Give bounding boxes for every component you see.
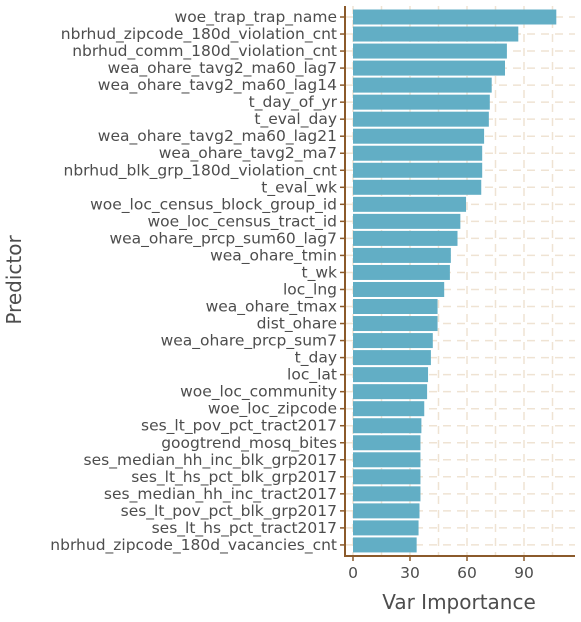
category-label: woe_loc_community — [180, 383, 337, 402]
category-label: nbrhud_blk_grp_180d_violation_cnt — [64, 161, 337, 180]
bar — [353, 77, 492, 93]
category-label: ses_lt_hs_pct_blk_grp2017 — [131, 468, 337, 487]
bar — [353, 503, 420, 519]
category-label: t_day_of_yr — [249, 93, 338, 112]
category-label: nbrhud_comm_180d_violation_cnt — [72, 42, 337, 61]
category-label: wea_ohare_prcp_sum60_lag7 — [109, 229, 337, 248]
category-label: woe_loc_census_block_group_id — [90, 195, 337, 214]
category-label: wea_ohare_tavg2_ma60_lag14 — [98, 76, 337, 95]
category-label: nbrhud_zipcode_180d_vacancies_cnt — [50, 536, 337, 555]
bar — [353, 469, 421, 485]
bar — [353, 333, 433, 349]
bar — [353, 230, 458, 246]
x-tick-labels: 0 30 60 90 — [348, 564, 534, 582]
x-tick-label: 0 — [348, 564, 358, 582]
category-label: wea_ohare_tavg2_ma60_lag7 — [108, 59, 337, 78]
x-tick-label: 60 — [457, 564, 477, 582]
bar — [353, 435, 421, 451]
category-label: wea_ohare_tmax — [206, 298, 337, 317]
bar — [353, 128, 485, 144]
bar — [353, 316, 438, 332]
bar — [353, 520, 419, 536]
category-label: loc_lat — [287, 366, 337, 385]
bar — [353, 264, 450, 280]
bar — [353, 94, 490, 110]
category-label: t_day — [295, 349, 337, 368]
bar — [353, 486, 421, 502]
bar — [353, 367, 429, 383]
category-label: ses_lt_pov_pct_tract2017 — [141, 417, 337, 436]
category-label: loc_lng — [283, 280, 337, 299]
bar — [353, 26, 519, 42]
bar — [353, 537, 417, 553]
bar — [353, 384, 428, 400]
category-label: woe_loc_census_tract_id — [147, 212, 337, 231]
bar — [353, 111, 489, 127]
category-label: t_eval_wk — [261, 178, 337, 197]
x-tick-label: 90 — [514, 564, 534, 582]
category-label: dist_ohare — [257, 315, 337, 334]
axes — [340, 6, 575, 561]
category-label: woe_loc_zipcode — [208, 400, 337, 419]
bar — [353, 281, 445, 297]
bar — [353, 350, 431, 366]
category-label: ses_median_hh_inc_tract2017 — [104, 485, 337, 504]
bar — [353, 179, 482, 195]
category-label: woe_trap_trap_name — [175, 8, 337, 27]
category-label: t_eval_day — [254, 110, 337, 129]
bar — [353, 213, 461, 229]
category-label: ses_lt_pov_pct_blk_grp2017 — [121, 502, 337, 521]
bar — [353, 145, 483, 161]
bar — [353, 196, 467, 212]
bar — [353, 9, 557, 25]
category-label: ses_median_hh_inc_blk_grp2017 — [84, 451, 337, 470]
bar — [353, 299, 438, 315]
category-label: googtrend_mosq_bites — [161, 434, 337, 453]
bar — [353, 43, 507, 59]
bars — [353, 9, 557, 553]
bar — [353, 247, 451, 263]
category-labels: woe_trap_trap_namenbrhud_zipcode_180d_vi… — [50, 8, 337, 555]
category-label: wea_ohare_prcp_sum7 — [161, 332, 337, 351]
bar — [353, 60, 505, 76]
category-label: wea_ohare_tavg2_ma60_lag21 — [98, 127, 337, 146]
bar — [353, 162, 483, 178]
category-label: nbrhud_zipcode_180d_violation_cnt — [61, 25, 337, 44]
y-axis-title: Predictor — [2, 235, 26, 325]
x-axis-title: Var Importance — [382, 590, 536, 614]
category-label: ses_lt_hs_pct_tract2017 — [152, 519, 337, 538]
bar — [353, 418, 422, 434]
category-label: wea_ohare_tavg2_ma7 — [159, 144, 337, 163]
x-tick-label: 30 — [400, 564, 420, 582]
bar — [353, 401, 425, 417]
bar — [353, 452, 421, 468]
category-label: t_wk — [302, 263, 338, 282]
category-label: wea_ohare_tmin — [210, 246, 337, 265]
